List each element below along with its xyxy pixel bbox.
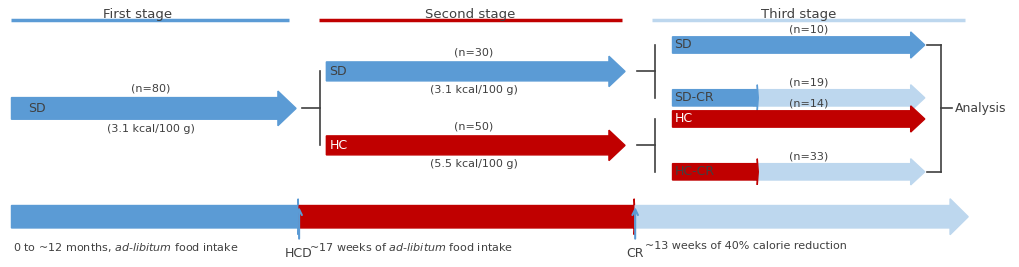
Text: (n=33): (n=33) — [789, 151, 827, 161]
FancyArrow shape — [11, 199, 299, 235]
Text: SD-CR: SD-CR — [674, 91, 713, 104]
Text: ~17 weeks of $\it{ad}$-$\it{libitum}$ food intake: ~17 weeks of $\it{ad}$-$\it{libitum}$ fo… — [309, 241, 513, 253]
Text: (n=30): (n=30) — [453, 48, 493, 58]
Text: Second stage: Second stage — [425, 8, 516, 21]
Text: HC: HC — [329, 139, 347, 152]
FancyArrow shape — [752, 159, 924, 185]
FancyArrow shape — [326, 56, 625, 87]
Text: HC-CR: HC-CR — [674, 165, 714, 178]
FancyArrow shape — [299, 199, 635, 235]
Text: 0 to ~12 months, $\it{ad}$-$\it{libitum}$ food intake: 0 to ~12 months, $\it{ad}$-$\it{libitum}… — [13, 241, 238, 253]
Text: CR: CR — [626, 247, 643, 260]
FancyArrow shape — [672, 32, 924, 58]
Text: Third stage: Third stage — [760, 8, 836, 21]
Text: SD: SD — [28, 102, 45, 115]
Text: HCD: HCD — [285, 247, 313, 260]
FancyArrow shape — [11, 91, 296, 126]
Text: First stage: First stage — [103, 8, 172, 21]
Text: (3.1 kcal/100 g): (3.1 kcal/100 g) — [107, 124, 195, 134]
Text: (n=50): (n=50) — [453, 122, 493, 132]
FancyArrow shape — [752, 85, 924, 111]
Text: (5.5 kcal/100 g): (5.5 kcal/100 g) — [429, 159, 517, 169]
FancyArrow shape — [672, 106, 924, 132]
Text: HC: HC — [674, 112, 692, 125]
FancyArrow shape — [672, 85, 757, 111]
Text: (n=14): (n=14) — [789, 99, 827, 108]
FancyArrow shape — [672, 159, 757, 185]
Text: (n=19): (n=19) — [789, 77, 827, 87]
Text: SD: SD — [674, 38, 692, 52]
Text: (3.1 kcal/100 g): (3.1 kcal/100 g) — [429, 85, 517, 95]
FancyArrow shape — [326, 130, 625, 161]
Text: (n=10): (n=10) — [789, 24, 827, 34]
FancyArrow shape — [635, 199, 967, 235]
Text: Analysis: Analysis — [954, 102, 1006, 115]
Text: SD: SD — [329, 65, 346, 78]
Text: (n=80): (n=80) — [130, 83, 170, 93]
Text: ~13 weeks of 40% calorie reduction: ~13 weeks of 40% calorie reduction — [645, 241, 847, 250]
